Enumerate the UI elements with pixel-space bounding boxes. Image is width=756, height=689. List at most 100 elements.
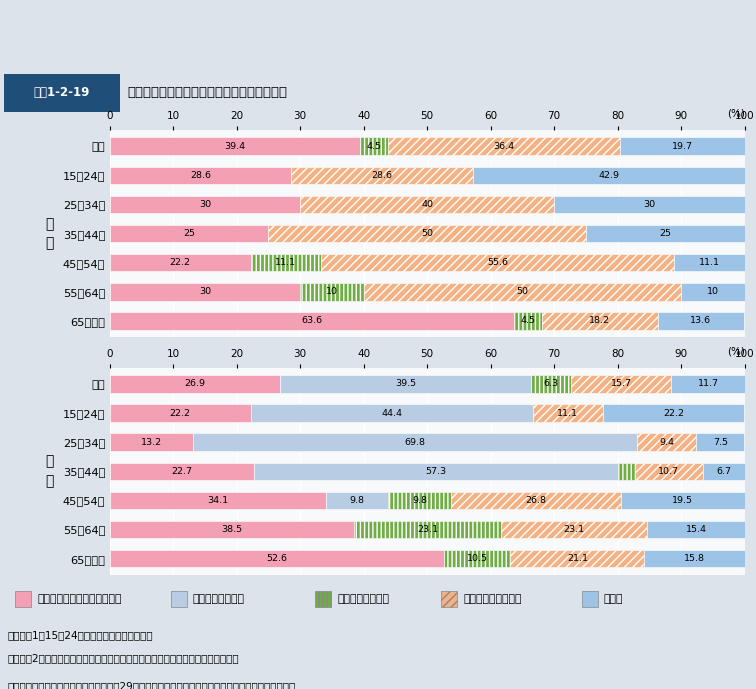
Text: 図表1-2-19: 図表1-2-19	[33, 86, 90, 99]
Bar	[441, 591, 457, 607]
Bar	[703, 462, 745, 480]
Text: (%): (%)	[727, 109, 745, 119]
Text: 44.4: 44.4	[381, 409, 402, 418]
Bar	[280, 376, 531, 393]
Bar	[110, 312, 513, 329]
Text: 50: 50	[516, 287, 528, 296]
Bar	[542, 312, 658, 329]
Text: 15.4: 15.4	[686, 525, 707, 534]
Text: 4.5: 4.5	[367, 142, 382, 151]
Text: 11.1: 11.1	[557, 409, 578, 418]
Text: 適当な仕事がありそうにない: 適当な仕事がありそうにない	[37, 594, 122, 604]
Text: 57.3: 57.3	[425, 466, 446, 476]
Bar	[389, 492, 451, 509]
Text: 39.4: 39.4	[225, 142, 245, 151]
Bar	[15, 591, 31, 607]
Bar	[554, 196, 745, 213]
Text: 13.2: 13.2	[141, 438, 162, 446]
Bar	[472, 167, 745, 184]
Bar	[671, 376, 745, 393]
Text: 25: 25	[183, 229, 195, 238]
Bar	[110, 521, 354, 538]
Text: 19.5: 19.5	[672, 496, 693, 505]
Bar	[300, 196, 554, 213]
Bar	[110, 254, 250, 271]
Bar	[110, 404, 250, 422]
Text: 23.1: 23.1	[563, 525, 584, 534]
Text: 9.4: 9.4	[659, 438, 674, 446]
Text: 10: 10	[326, 287, 338, 296]
Bar	[360, 138, 389, 155]
Bar	[674, 254, 745, 271]
Text: 36.4: 36.4	[494, 142, 515, 151]
Text: その他: その他	[604, 594, 624, 604]
Bar	[4, 74, 119, 112]
Text: 30: 30	[199, 200, 211, 209]
Bar	[621, 492, 745, 509]
Bar	[637, 433, 696, 451]
Bar	[321, 254, 674, 271]
Text: （注）　1．15～24歳は、在学中の者を除く。: （注） 1．15～24歳は、在学中の者を除く。	[8, 630, 153, 640]
Text: 6.3: 6.3	[544, 380, 559, 389]
Text: 22.2: 22.2	[169, 409, 191, 418]
Text: 42.9: 42.9	[599, 171, 620, 180]
Text: 13.6: 13.6	[690, 316, 711, 325]
Text: 28.6: 28.6	[190, 171, 211, 180]
Text: 6.7: 6.7	[717, 466, 732, 476]
Text: 男
性: 男 性	[45, 217, 54, 250]
Text: 女
性: 女 性	[45, 455, 54, 488]
Text: 38.5: 38.5	[222, 525, 243, 534]
Text: 22.7: 22.7	[171, 466, 192, 476]
Text: 30: 30	[199, 287, 211, 296]
Text: 15.8: 15.8	[684, 554, 705, 563]
Bar	[582, 591, 598, 607]
Text: 資料：総務省統計局「労働力調査（平成29年平均）」より厚生労働省政策統括官付政策評価官室作成: 資料：総務省統計局「労働力調査（平成29年平均）」より厚生労働省政策統括官付政策…	[8, 681, 296, 689]
Text: 55.6: 55.6	[487, 258, 508, 267]
Text: 22.2: 22.2	[169, 258, 191, 267]
Bar	[451, 492, 621, 509]
Bar	[250, 404, 532, 422]
Bar	[532, 404, 603, 422]
Bar	[500, 521, 647, 538]
Bar	[110, 462, 254, 480]
Bar	[572, 376, 671, 393]
Text: 22.2: 22.2	[663, 409, 684, 418]
Bar	[110, 283, 300, 300]
Text: 健康上の理由のため: 健康上の理由のため	[463, 594, 522, 604]
Text: 出産・育児のため: 出産・育児のため	[193, 594, 245, 604]
Text: 28.6: 28.6	[371, 171, 392, 180]
Text: 11.1: 11.1	[275, 258, 296, 267]
Bar	[513, 312, 542, 329]
Text: 39.5: 39.5	[395, 380, 417, 389]
Bar	[194, 433, 637, 451]
Bar	[250, 254, 321, 271]
Bar	[110, 433, 194, 451]
Bar	[681, 283, 745, 300]
Text: 21.1: 21.1	[567, 554, 588, 563]
Text: 69.8: 69.8	[404, 438, 426, 446]
Text: 26.8: 26.8	[525, 496, 547, 505]
Text: 25: 25	[659, 229, 671, 238]
Text: 40: 40	[421, 200, 433, 209]
Text: 7.5: 7.5	[713, 438, 728, 446]
Text: 34.1: 34.1	[207, 496, 228, 505]
Bar	[354, 521, 500, 538]
Text: 10.5: 10.5	[466, 554, 488, 563]
Bar	[618, 462, 635, 480]
Bar	[658, 312, 744, 329]
Text: 15.7: 15.7	[611, 380, 632, 389]
Bar	[510, 550, 644, 567]
Text: 30: 30	[643, 200, 655, 209]
Bar	[620, 138, 745, 155]
Bar	[254, 462, 618, 480]
Text: 18.2: 18.2	[590, 316, 610, 325]
Text: 10: 10	[707, 287, 719, 296]
Bar	[110, 376, 280, 393]
Bar	[644, 550, 745, 567]
Bar	[171, 591, 187, 607]
Bar	[291, 167, 472, 184]
Text: 63.6: 63.6	[301, 316, 322, 325]
Bar	[110, 550, 444, 567]
Bar	[110, 138, 360, 155]
Text: 介護・看護のため: 介護・看護のため	[337, 594, 389, 604]
